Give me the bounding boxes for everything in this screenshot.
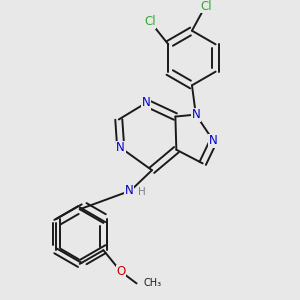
Text: N: N (209, 134, 218, 148)
Text: N: N (116, 141, 125, 154)
Text: CH₃: CH₃ (143, 278, 161, 288)
Text: N: N (191, 108, 200, 121)
Text: H: H (138, 187, 146, 197)
Text: Cl: Cl (144, 15, 156, 28)
Text: N: N (142, 96, 151, 110)
Text: N: N (124, 184, 134, 197)
Text: O: O (116, 265, 126, 278)
Text: Cl: Cl (201, 0, 212, 13)
